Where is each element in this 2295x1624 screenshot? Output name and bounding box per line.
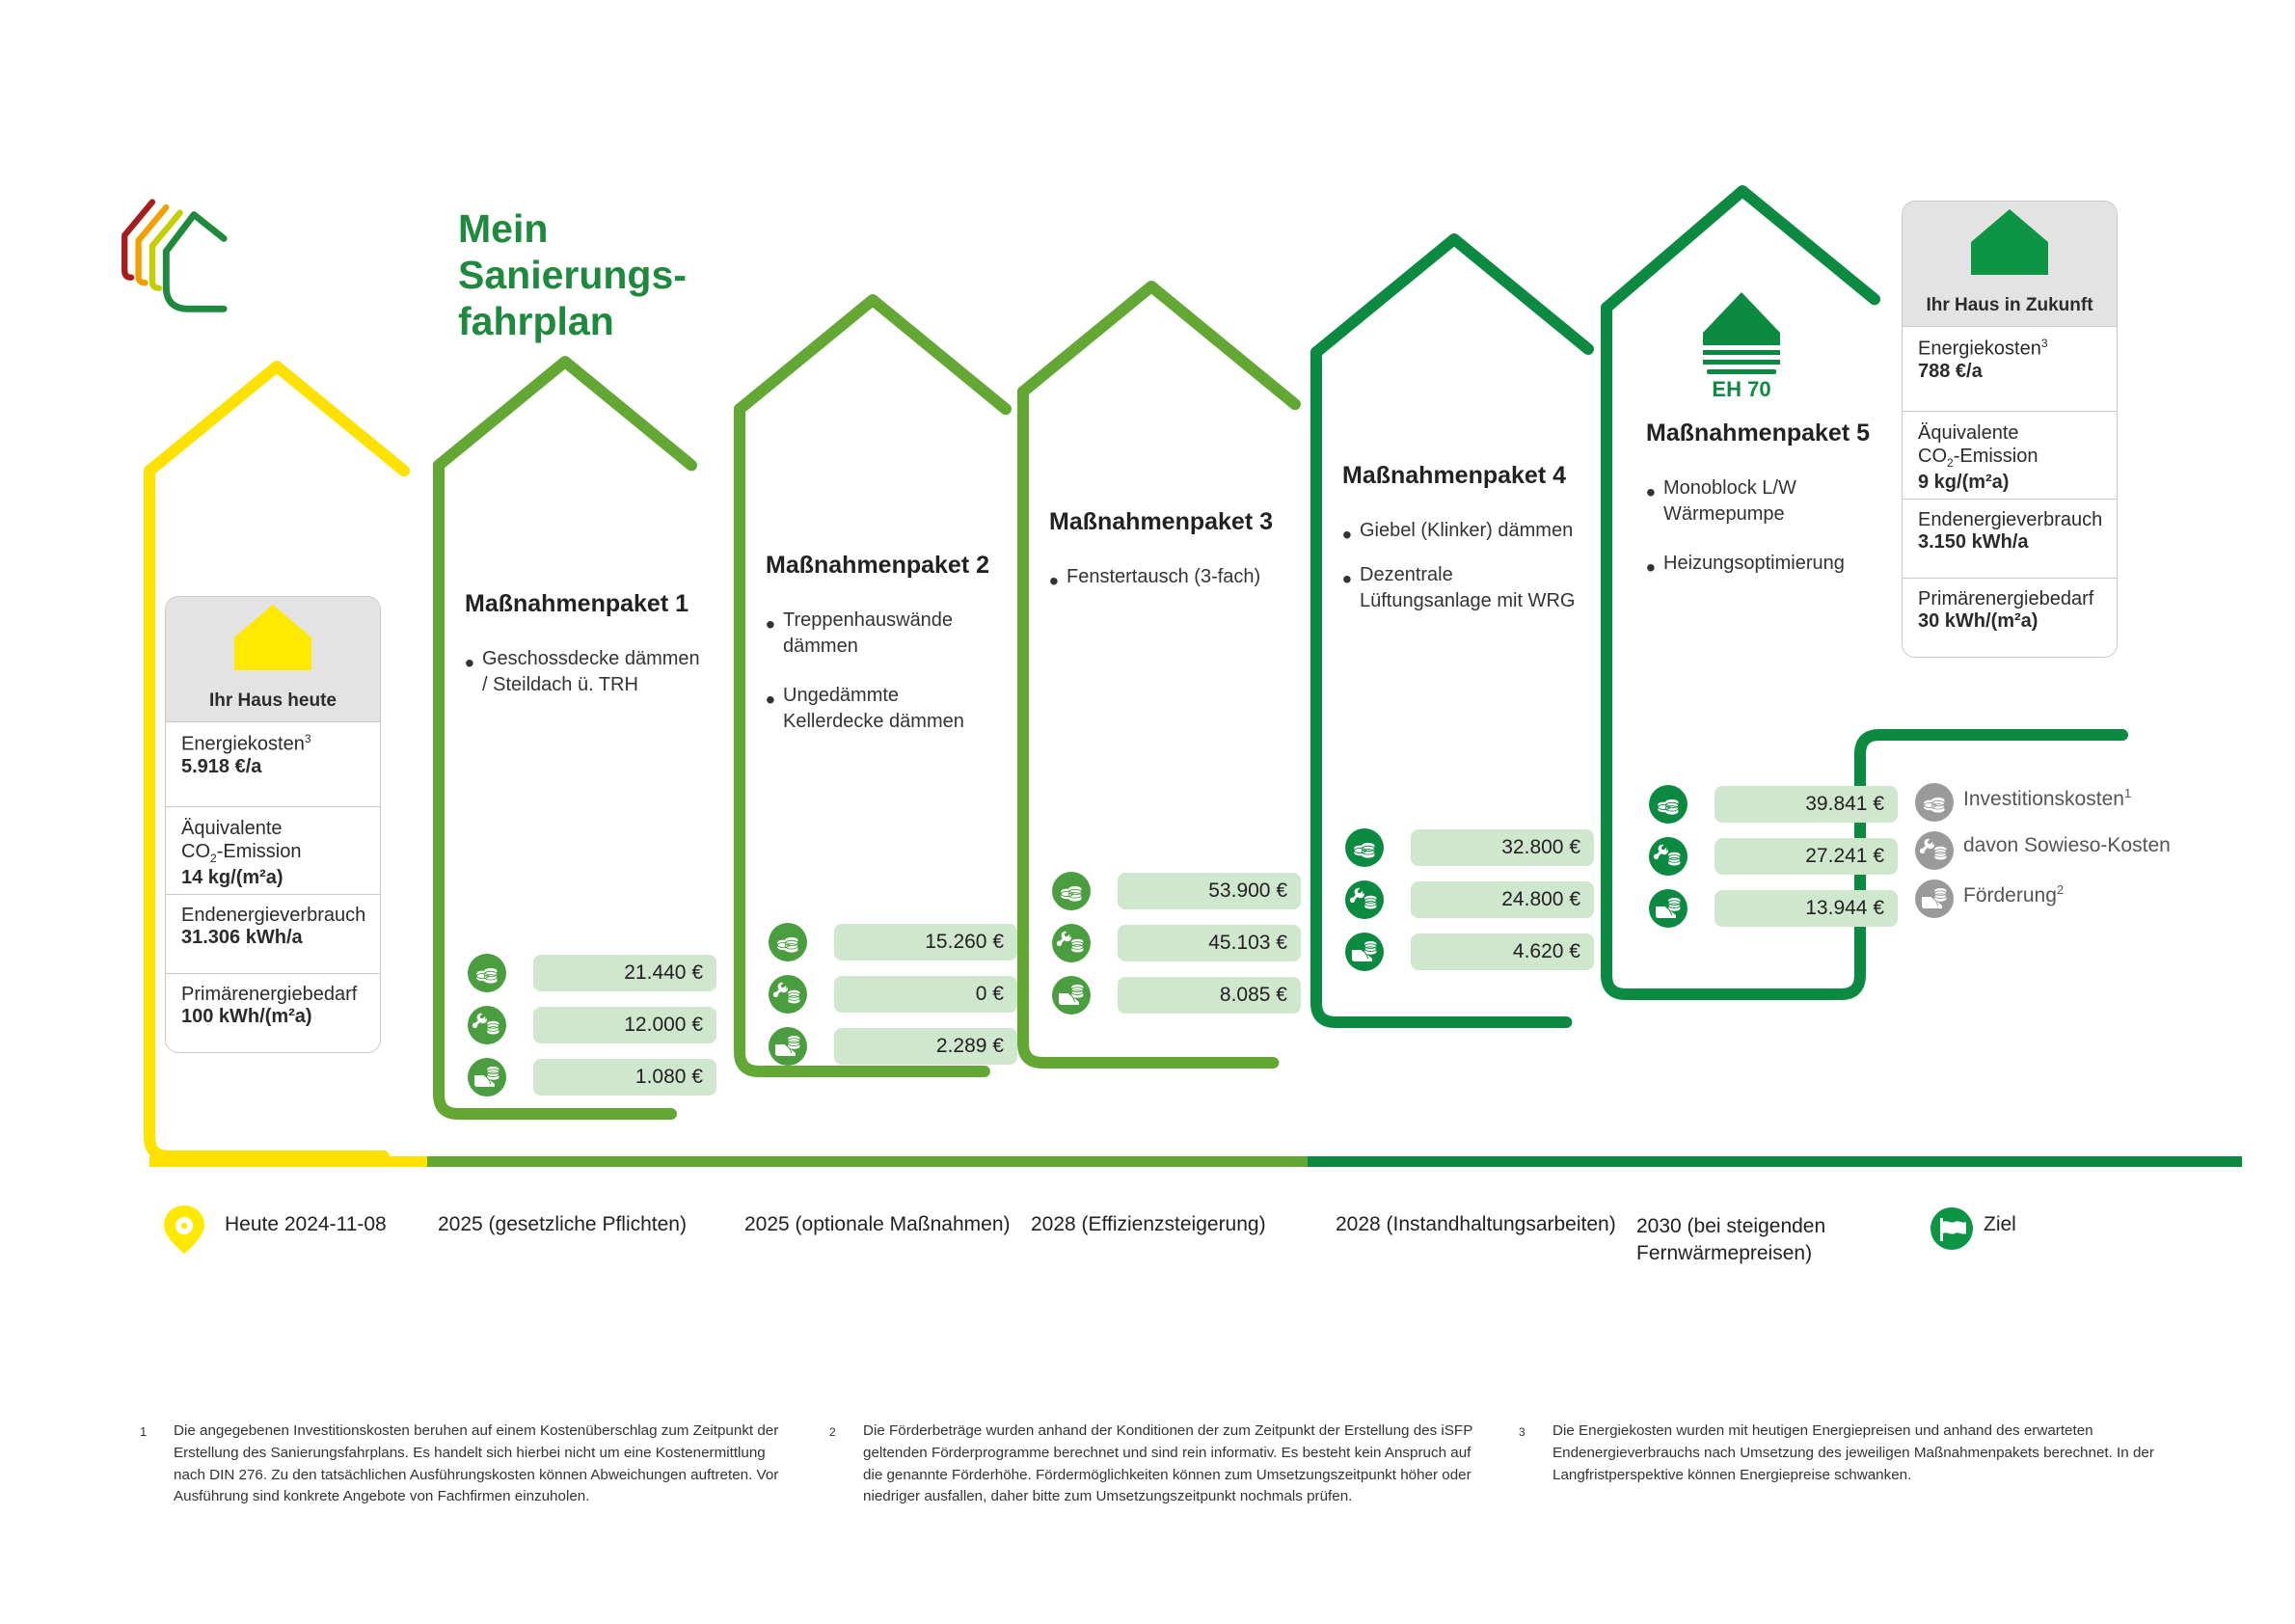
svg-text:EH 70: EH 70 (1712, 377, 1770, 401)
